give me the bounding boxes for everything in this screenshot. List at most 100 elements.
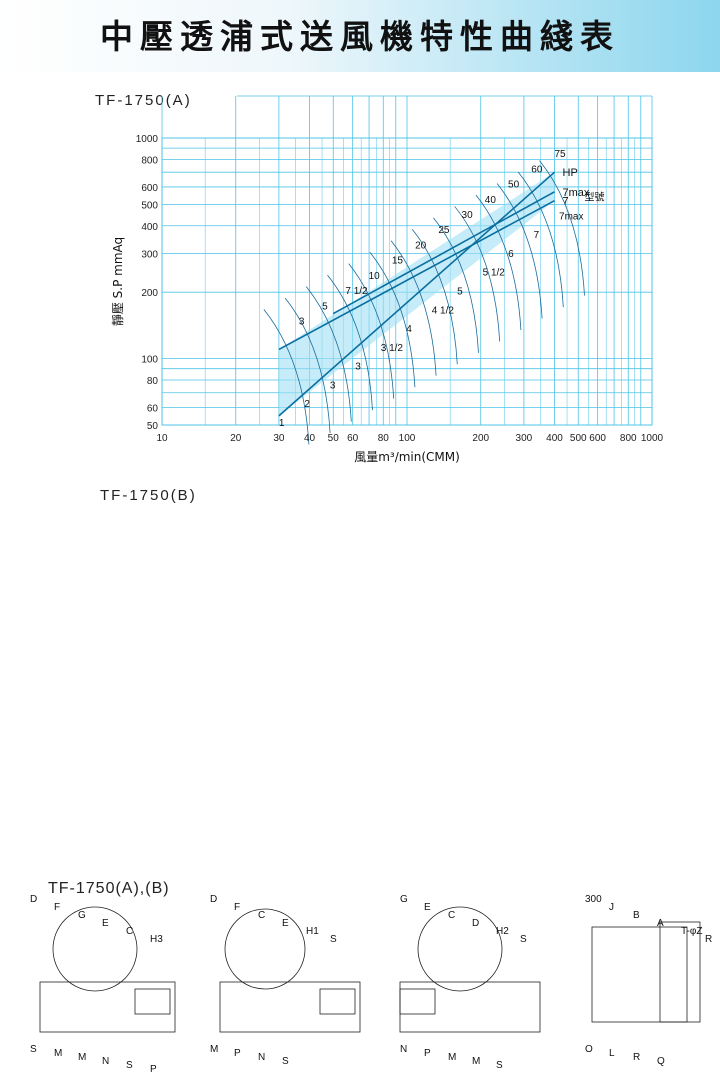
hp-label: 7 1/2 <box>345 286 368 297</box>
size-label: 7max <box>559 211 583 222</box>
chart-b-title: TF-1750(B) <box>100 487 197 504</box>
x-tick-label: 60 <box>347 433 359 444</box>
dimension-label: H3 <box>150 934 163 945</box>
dimension-label: G <box>400 894 408 905</box>
size-label: 3 1/2 <box>381 343 404 354</box>
x-tick-label: 500 <box>570 433 587 444</box>
y-tick-label: 400 <box>141 222 158 233</box>
diagram-label: TF-1750(A),(B) <box>48 880 170 897</box>
dimension-label: N <box>258 1052 265 1063</box>
dimension-label: R <box>705 934 712 945</box>
hp-label: 5 <box>322 301 328 312</box>
fan-curve <box>454 206 501 342</box>
hp-label: 10 <box>369 271 381 282</box>
dimension-label: M <box>472 1056 480 1067</box>
y-tick-label: 800 <box>141 155 158 166</box>
dimension-label: Q <box>657 1056 665 1067</box>
plot-frame <box>161 137 653 426</box>
dimension-label: R <box>633 1052 640 1063</box>
fan-curve <box>539 160 585 296</box>
diagram-outline <box>319 988 356 1015</box>
x-tick-label: 200 <box>472 433 489 444</box>
dimension-label: N <box>102 1056 109 1067</box>
x-tick-label: 10 <box>156 433 168 444</box>
x-tick-label: 800 <box>620 433 637 444</box>
x-tick-label: 400 <box>546 433 563 444</box>
y-tick-label: 600 <box>141 183 158 194</box>
diagram-circle <box>417 906 503 992</box>
dimension-label: S <box>496 1060 503 1071</box>
fan-curve <box>390 240 437 376</box>
dimension-label: M <box>78 1052 86 1063</box>
dimension-label: A <box>657 918 664 929</box>
dimension-label: S <box>330 934 337 945</box>
diagram-circle <box>224 908 306 990</box>
fan-curve <box>348 263 395 399</box>
hp-label: 15 <box>392 256 404 267</box>
fan-curve <box>327 274 373 411</box>
dimension-label: G <box>78 910 86 921</box>
size-label: 4 <box>406 324 412 335</box>
dimension-label: E <box>102 918 109 929</box>
fan-curve <box>517 171 564 308</box>
dimension-label: S <box>126 1060 133 1071</box>
dimension-label: S <box>282 1056 289 1067</box>
dimension-label: 300 <box>585 894 602 905</box>
diagram-outline <box>134 988 171 1015</box>
hp-label: 75 <box>555 149 567 160</box>
size-label: 1 <box>279 418 285 429</box>
diagram-circle <box>52 906 138 992</box>
diagram-outline <box>399 988 436 1015</box>
y-tick-label: 80 <box>147 376 159 387</box>
chart-a-title: TF-1750(A) <box>95 92 192 109</box>
y-tick-label: 100 <box>141 355 158 366</box>
dimension-label: D <box>210 894 217 905</box>
y-tick-label: 300 <box>141 249 158 260</box>
dimension-label: N <box>400 1044 407 1055</box>
dimension-diagram: D F G E C H3 S M M N S P D F C E H1 S M P N S G E C D H2 S N P M M S 300 J… <box>30 894 712 1075</box>
series-label: 7max <box>563 187 590 199</box>
dimension-label: J <box>609 902 614 913</box>
size-label: 7 <box>534 230 540 241</box>
fan-curve <box>305 286 352 422</box>
size-label: 5 <box>457 286 463 297</box>
dimension-label: C <box>448 910 455 921</box>
dimension-label: T-φZ <box>681 926 702 937</box>
dimension-label: M <box>54 1048 62 1059</box>
hp-label: 30 <box>462 210 474 221</box>
dimension-label: E <box>424 902 431 913</box>
x-tick-label: 40 <box>304 433 316 444</box>
size-label: 型號 <box>585 191 605 204</box>
dimension-label: M <box>448 1052 456 1063</box>
x-axis-title: 風量m³/min(CMM) <box>354 450 460 464</box>
x-tick-label: 300 <box>516 433 533 444</box>
x-tick-label: 600 <box>589 433 606 444</box>
dimension-label: L <box>609 1048 615 1059</box>
fan-curve <box>263 309 310 445</box>
hp-label: 3 <box>299 316 305 327</box>
dimension-label: C <box>126 926 133 937</box>
diagram-outline <box>659 921 701 1023</box>
dimension-label: O <box>585 1044 593 1055</box>
x-tick-label: 1000 <box>641 433 664 444</box>
size-label: 3 <box>330 380 336 391</box>
dimension-label: E <box>282 918 289 929</box>
x-tick-label: 50 <box>328 433 340 444</box>
dimension-label: P <box>150 1064 157 1075</box>
series-line-7 <box>278 199 555 351</box>
fan-curve <box>411 229 458 365</box>
y-tick-label: 50 <box>147 421 159 432</box>
size-label: 5 1/2 <box>483 268 506 279</box>
dimension-label: S <box>520 934 527 945</box>
y-tick-label: 200 <box>141 288 158 299</box>
hp-label: 50 <box>508 180 520 191</box>
x-tick-label: 80 <box>378 433 390 444</box>
y-tick-label: 60 <box>147 404 159 415</box>
dimension-label: F <box>54 902 60 913</box>
x-tick-label: 20 <box>230 433 242 444</box>
fan-curve <box>433 217 479 353</box>
x-tick-label: 100 <box>399 433 416 444</box>
dimension-label: P <box>234 1048 241 1059</box>
y-tick-label: 500 <box>141 200 158 211</box>
